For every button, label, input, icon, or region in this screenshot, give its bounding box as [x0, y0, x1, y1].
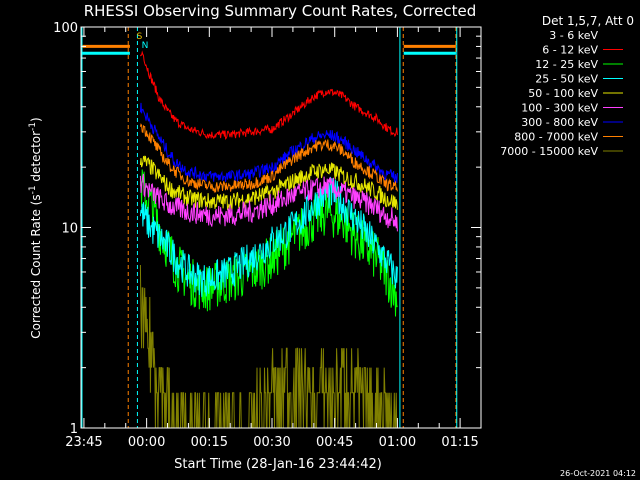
flag-label: N: [142, 41, 149, 51]
x-tick-label: 00:15: [191, 435, 228, 450]
flag-label: S: [137, 32, 143, 42]
legend-label: 7000 - 15000 keV: [500, 145, 598, 158]
y-tick-label: 10: [61, 222, 78, 237]
y-axis-ticks: 1 10 100: [53, 21, 481, 437]
legend-label: 100 - 300 keV: [521, 102, 598, 115]
series-line: [139, 176, 398, 297]
plot-area: SN: [80, 26, 482, 429]
y-axis-label: Corrected Count Rate (s-1 detector-1): [28, 117, 43, 338]
legend-label: 3 - 6 keV: [549, 29, 598, 42]
x-tick-label: 00:30: [253, 435, 290, 450]
y-tick-label: 1: [70, 422, 78, 437]
x-tick-label: 00:45: [316, 435, 353, 450]
timestamp: 26-Oct-2021 04:12: [560, 469, 636, 478]
series-line: [139, 50, 398, 140]
series-line: [139, 75, 398, 106]
y-axis-label-part1: Corrected Count Rate (s: [29, 194, 43, 338]
series-line: [139, 155, 398, 211]
y-axis-label-sup2: -1: [28, 122, 38, 131]
legend-label: 6 - 12 keV: [542, 44, 598, 57]
y-tick-label: 100: [53, 21, 78, 36]
x-tick-label: 23:45: [65, 435, 102, 450]
series-line: [139, 169, 398, 317]
x-axis-label: Start Time (28-Jan-16 23:44:42): [174, 457, 382, 472]
legend-header: Det 1,5,7, Att 0: [542, 14, 634, 28]
x-tick-label: 01:00: [379, 435, 416, 450]
x-tick-label: 01:15: [441, 435, 478, 450]
legend-label: 800 - 7000 keV: [514, 131, 598, 144]
series-line: [139, 123, 398, 194]
series-line: [139, 102, 398, 183]
series-line: [139, 173, 398, 232]
chart-title: RHESSI Observing Summary Count Rates, Co…: [84, 2, 477, 20]
y-axis-label-part2: detector: [29, 131, 43, 186]
x-tick-label: 00:00: [128, 435, 165, 450]
series-line: [139, 264, 398, 429]
y-axis-label-part3: ): [29, 117, 43, 122]
x-axis-ticks: 23:45 00:00 00:15 00:30 00:45 01:00 01:15: [65, 27, 482, 450]
legend-label: 300 - 800 keV: [521, 116, 598, 129]
legend-label: 50 - 100 keV: [528, 87, 598, 100]
legend-label: 25 - 50 keV: [535, 73, 598, 86]
y-axis-label-sup1: -1: [28, 185, 38, 194]
legend-label: 12 - 25 keV: [535, 58, 598, 71]
